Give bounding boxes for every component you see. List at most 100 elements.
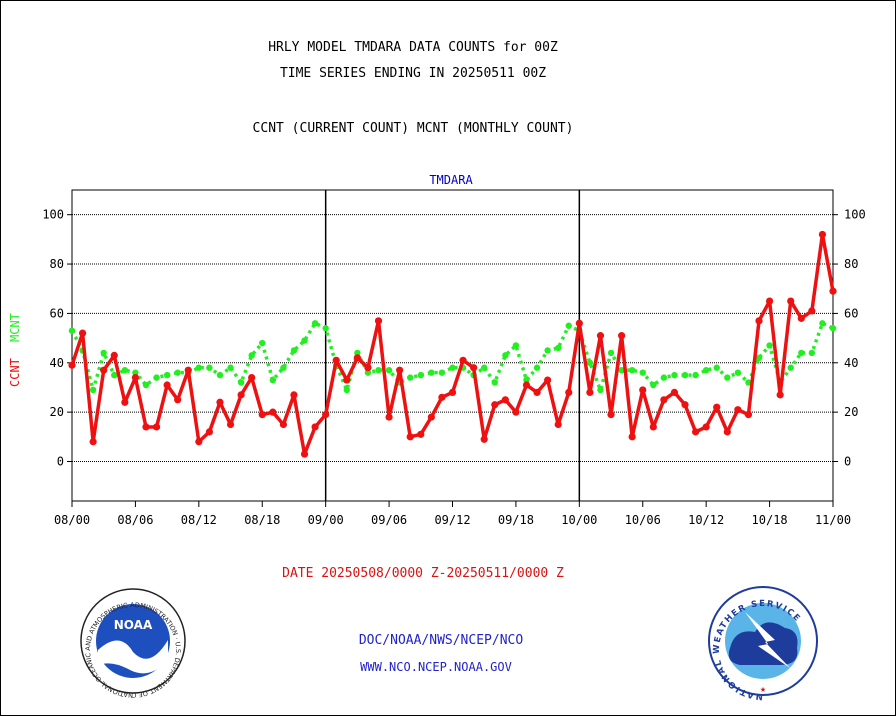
point-ccnt <box>300 450 309 458</box>
point-ccnt <box>417 430 425 438</box>
point-mcnt <box>618 366 625 374</box>
point-mcnt <box>787 364 794 371</box>
point-mcnt <box>660 374 668 381</box>
point-mcnt <box>692 371 699 379</box>
point-ccnt <box>776 391 784 399</box>
point-mcnt <box>671 371 678 379</box>
point-mcnt <box>491 379 498 386</box>
point-ccnt <box>343 376 351 384</box>
point-ccnt <box>248 373 256 382</box>
point-mcnt <box>734 369 742 376</box>
point-mcnt <box>650 381 657 389</box>
xtick-label: 08/12 <box>181 513 217 527</box>
point-ccnt <box>121 398 129 406</box>
point-mcnt <box>237 379 245 386</box>
point-mcnt <box>121 366 129 374</box>
point-mcnt <box>132 369 139 376</box>
point-ccnt <box>501 396 509 404</box>
point-mcnt <box>755 354 763 362</box>
point-ccnt <box>78 329 87 337</box>
point-ccnt <box>723 428 731 436</box>
point-mcnt <box>639 369 646 376</box>
point-mcnt <box>301 337 308 344</box>
point-ccnt <box>544 376 552 384</box>
ylabel-mcnt: MCNT <box>8 313 22 342</box>
point-ccnt <box>660 396 668 404</box>
plot-area <box>71 189 834 502</box>
point-mcnt <box>808 349 816 357</box>
ylabel-ccnt: CCNT <box>8 358 22 387</box>
point-ccnt <box>332 356 340 364</box>
ytick-label-right: 80 <box>844 257 858 271</box>
chart-subtitle: CCNT (CURRENT COUNT) MCNT (MONTHLY COUNT… <box>252 121 574 136</box>
point-mcnt <box>142 381 150 389</box>
point-mcnt <box>407 374 414 381</box>
point-mcnt <box>417 371 424 379</box>
point-mcnt <box>311 320 319 327</box>
point-mcnt <box>745 379 752 386</box>
point-mcnt <box>438 369 446 376</box>
point-mcnt <box>702 366 710 374</box>
point-mcnt <box>713 364 720 371</box>
point-mcnt <box>100 349 107 357</box>
point-mcnt <box>544 347 551 354</box>
ytick-label-right: 40 <box>844 356 858 370</box>
point-ccnt <box>459 356 467 364</box>
xtick-label: 10/00 <box>561 513 597 527</box>
point-ccnt <box>470 364 478 372</box>
xtick-label: 11/00 <box>815 513 851 527</box>
point-ccnt <box>744 411 753 419</box>
point-ccnt <box>586 388 594 396</box>
point-mcnt <box>829 325 837 332</box>
point-mcnt <box>766 342 773 349</box>
cloud-icon <box>728 622 798 665</box>
noaa-wordmark: NOAA <box>114 618 153 632</box>
point-ccnt <box>184 366 192 374</box>
point-mcnt <box>206 364 213 371</box>
point-ccnt <box>787 297 795 305</box>
tick-layer: 0 0 20 20 40 40 60 60 80 80 100 100 08/00 08/06 08/12 0… <box>42 208 865 527</box>
point-ccnt <box>427 413 435 421</box>
point-ccnt <box>438 393 446 401</box>
nws-star-icon: ★ <box>760 684 766 695</box>
point-ccnt <box>702 423 710 431</box>
point-ccnt <box>618 332 626 340</box>
date-range: DATE 20250508/0000 Z-20250511/0000 Z <box>282 566 564 581</box>
point-ccnt <box>755 317 763 325</box>
nws-logo: NATIONAL WEATHER SERVICE ★ <box>708 586 818 701</box>
point-ccnt <box>110 351 118 359</box>
point-mcnt <box>681 371 689 379</box>
point-mcnt <box>364 369 372 376</box>
point-ccnt <box>565 388 573 396</box>
point-mcnt <box>449 364 456 371</box>
xtick-label: 09/18 <box>498 513 534 527</box>
point-mcnt <box>375 366 382 374</box>
ytick-label-right: 100 <box>844 208 866 222</box>
point-mcnt <box>227 364 234 371</box>
point-ccnt <box>290 391 298 399</box>
chart-title-line1: HRLY MODEL TMDARA DATA COUNTS for 00Z <box>268 40 558 55</box>
point-ccnt <box>89 438 97 446</box>
series-layer <box>68 230 837 458</box>
ytick-label-left: 0 <box>57 455 64 469</box>
point-ccnt <box>311 423 319 431</box>
xtick-label: 09/12 <box>434 513 470 527</box>
point-ccnt <box>691 428 700 436</box>
point-mcnt <box>554 344 562 352</box>
lightning-icon <box>745 612 790 668</box>
point-ccnt <box>406 433 414 441</box>
series-line-ccnt <box>70 232 835 456</box>
point-ccnt <box>174 396 182 404</box>
point-ccnt <box>681 401 689 409</box>
point-ccnt <box>491 401 499 409</box>
point-mcnt <box>343 386 351 394</box>
point-ccnt <box>596 332 605 340</box>
panel-label: TMDARA <box>429 173 473 187</box>
point-mcnt <box>597 386 604 394</box>
site-link[interactable]: WWW.NCO.NCEP.NOAA.GOV <box>360 660 512 674</box>
point-mcnt <box>819 320 826 327</box>
point-mcnt <box>111 371 118 379</box>
point-mcnt <box>354 349 361 357</box>
point-ccnt <box>765 297 774 305</box>
ytick-label-left: 60 <box>50 306 64 320</box>
